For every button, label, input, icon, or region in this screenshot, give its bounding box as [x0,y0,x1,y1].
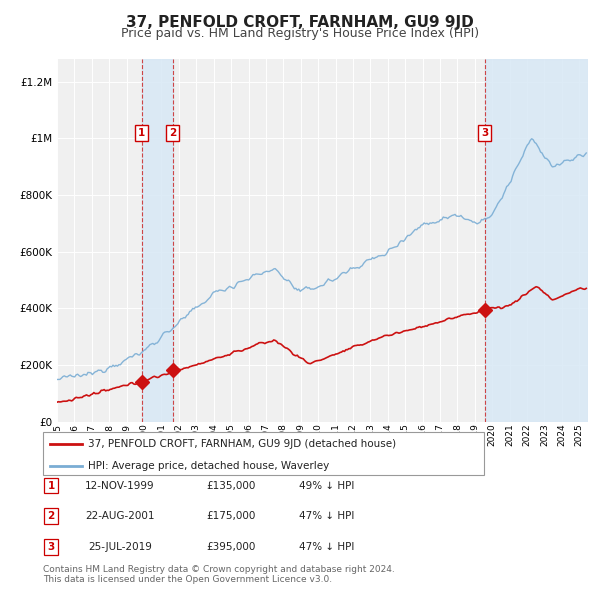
Text: Price paid vs. HM Land Registry's House Price Index (HPI): Price paid vs. HM Land Registry's House … [121,27,479,40]
Text: 37, PENFOLD CROFT, FARNHAM, GU9 9JD (detached house): 37, PENFOLD CROFT, FARNHAM, GU9 9JD (det… [88,440,397,449]
Text: 3: 3 [47,542,55,552]
Text: 1: 1 [138,127,145,137]
Text: 47% ↓ HPI: 47% ↓ HPI [299,542,355,552]
Text: 3: 3 [481,127,488,137]
Text: 12-NOV-1999: 12-NOV-1999 [85,481,155,490]
Text: 2: 2 [169,127,176,137]
Text: 47% ↓ HPI: 47% ↓ HPI [299,512,355,521]
Text: £175,000: £175,000 [206,512,256,521]
Text: £395,000: £395,000 [206,542,256,552]
Text: 2: 2 [47,512,55,521]
Text: 49% ↓ HPI: 49% ↓ HPI [299,481,355,490]
Text: 37, PENFOLD CROFT, FARNHAM, GU9 9JD: 37, PENFOLD CROFT, FARNHAM, GU9 9JD [126,15,474,30]
Text: HPI: Average price, detached house, Waverley: HPI: Average price, detached house, Wave… [88,461,329,470]
Bar [142,59,173,422]
Text: £135,000: £135,000 [206,481,256,490]
Bar [485,59,588,422]
Text: 22-AUG-2001: 22-AUG-2001 [85,512,155,521]
Text: 1: 1 [47,481,55,490]
Text: Contains HM Land Registry data © Crown copyright and database right 2024.
This d: Contains HM Land Registry data © Crown c… [43,565,395,584]
Text: 25-JUL-2019: 25-JUL-2019 [88,542,152,552]
